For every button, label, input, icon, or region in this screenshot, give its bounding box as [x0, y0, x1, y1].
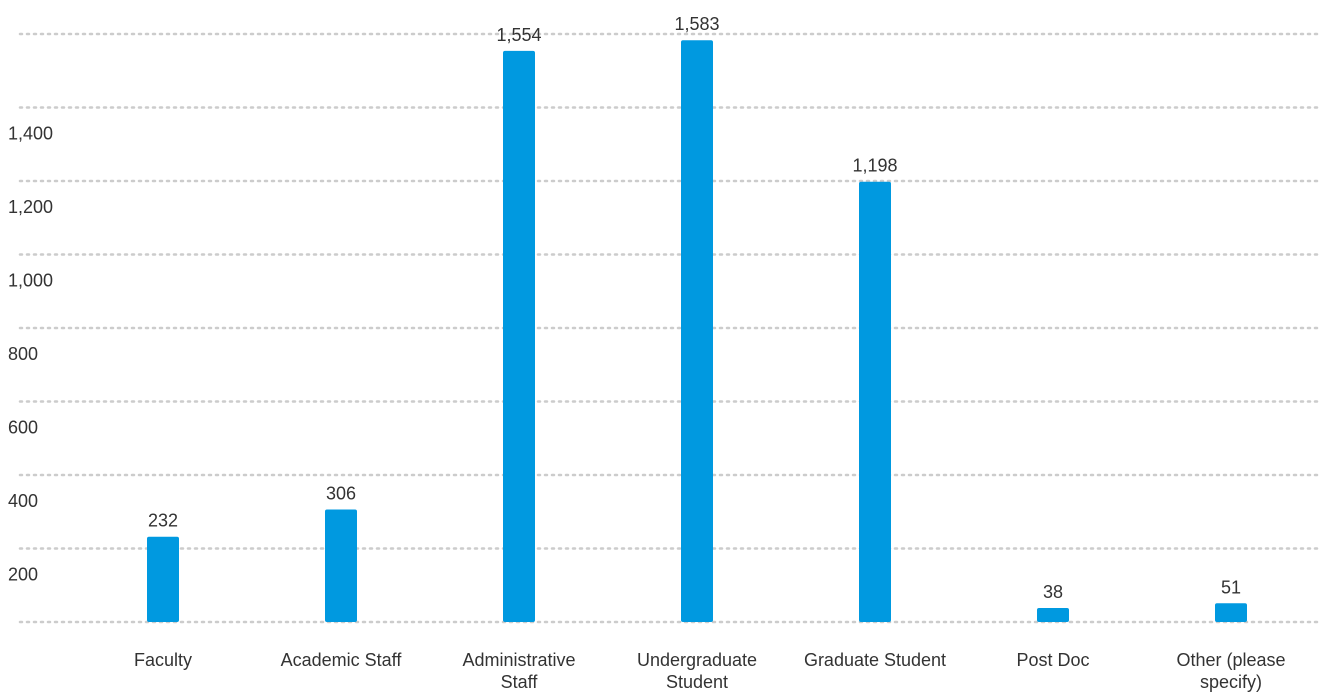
y-tick-label: 1,000	[8, 271, 53, 291]
y-axis-tick-labels: 200 400 600 800 1,000 1,200 1,400	[8, 124, 53, 585]
bars	[147, 40, 1247, 623]
y-tick-label: 1,400	[8, 124, 53, 144]
bar-value-label: 38	[1043, 582, 1063, 602]
x-category-label: Academic Staff	[281, 650, 403, 670]
x-category-label: Administrative Staff	[462, 650, 575, 692]
bar	[1215, 603, 1247, 622]
y-tick-label: 400	[8, 491, 38, 511]
bar-value-label: 1,198	[852, 156, 897, 176]
x-category-label: Other (please specify)	[1176, 650, 1285, 692]
bar	[859, 181, 891, 623]
y-tick-label: 200	[8, 565, 38, 585]
x-category-label: Undergraduate Student	[637, 650, 757, 692]
y-tick-label: 800	[8, 344, 38, 364]
bar	[681, 40, 713, 623]
x-category-label: Faculty	[134, 650, 192, 670]
x-category-label: Post Doc	[1016, 650, 1089, 670]
bar	[1037, 608, 1069, 622]
bar-value-labels: 232 306 1,554 1,583 1,198 38 51	[148, 14, 1241, 602]
y-tick-label: 1,200	[8, 197, 53, 217]
y-tick-label: 600	[8, 418, 38, 438]
bar-value-label: 51	[1221, 577, 1241, 597]
grid-lines	[18, 32, 1322, 624]
bar	[325, 509, 357, 622]
bar-value-label: 232	[148, 511, 178, 531]
x-axis-category-labels: Faculty Academic Staff Administrative Staff…	[134, 650, 1286, 692]
bar	[147, 536, 179, 622]
bar-value-label: 1,583	[674, 14, 719, 34]
bar	[503, 50, 535, 622]
bar-value-label: 306	[326, 484, 356, 504]
bar-value-label: 1,554	[496, 25, 541, 45]
x-category-label: Graduate Student	[804, 650, 946, 670]
